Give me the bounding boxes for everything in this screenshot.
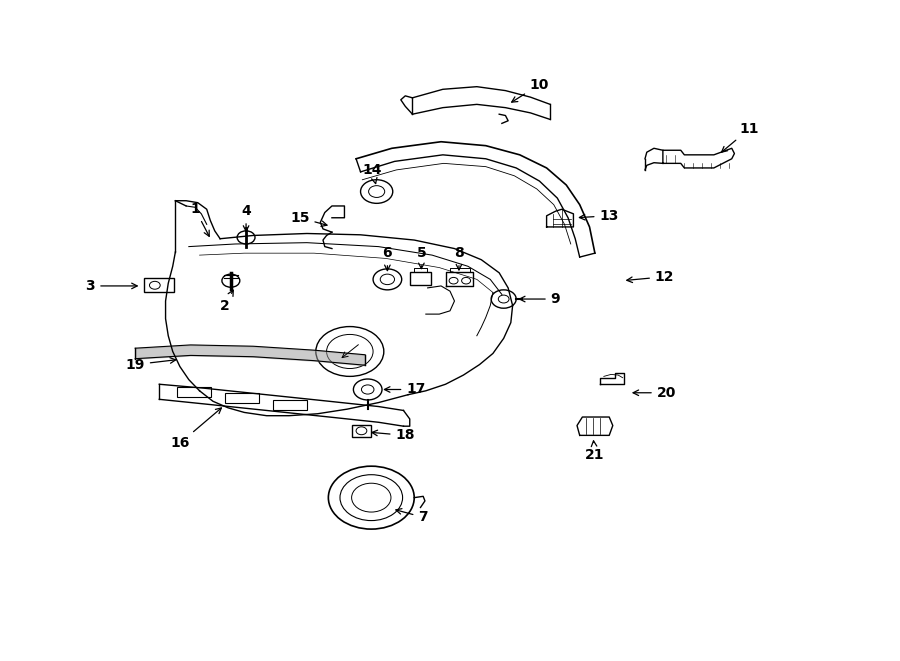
Bar xyxy=(273,400,307,410)
Text: 12: 12 xyxy=(626,270,674,284)
Text: 7: 7 xyxy=(396,509,428,524)
Text: 14: 14 xyxy=(363,163,382,184)
Text: 20: 20 xyxy=(633,386,676,400)
Text: 9: 9 xyxy=(519,292,561,306)
Text: 17: 17 xyxy=(384,383,426,397)
Text: 19: 19 xyxy=(125,358,176,371)
Text: 5: 5 xyxy=(417,246,427,268)
Bar xyxy=(352,425,372,437)
Text: 15: 15 xyxy=(290,211,327,227)
Text: 4: 4 xyxy=(241,204,251,231)
Text: 21: 21 xyxy=(585,441,605,462)
Text: 8: 8 xyxy=(454,246,464,270)
Bar xyxy=(144,278,174,292)
Text: 18: 18 xyxy=(372,428,415,442)
Text: 16: 16 xyxy=(170,408,221,450)
Text: 3: 3 xyxy=(86,279,137,293)
Bar xyxy=(177,387,212,397)
Text: 11: 11 xyxy=(722,122,760,152)
Bar xyxy=(410,272,431,285)
Bar xyxy=(225,393,258,403)
Text: 6: 6 xyxy=(382,246,392,270)
Text: 1: 1 xyxy=(190,202,209,237)
Text: 13: 13 xyxy=(580,209,619,223)
Text: 2: 2 xyxy=(220,290,233,313)
Text: 10: 10 xyxy=(512,78,549,102)
